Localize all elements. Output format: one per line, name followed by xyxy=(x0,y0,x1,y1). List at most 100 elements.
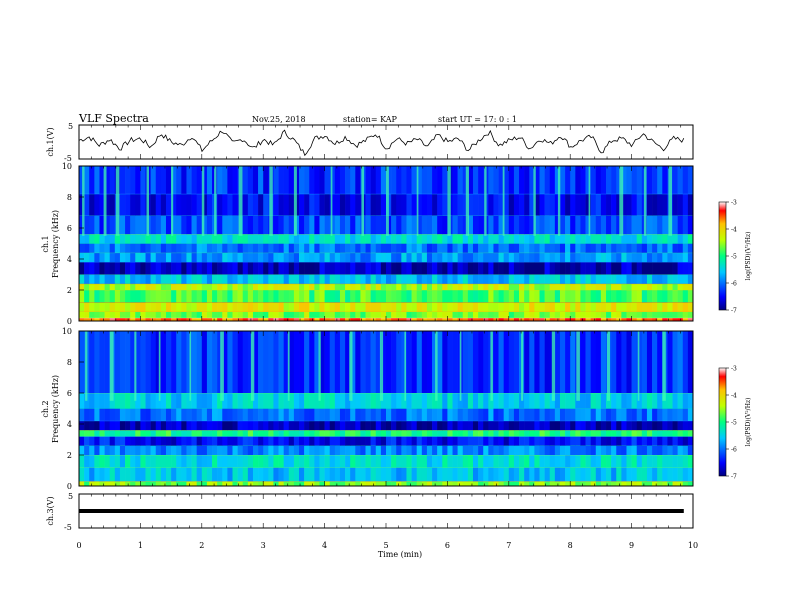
spectrogram-cell xyxy=(401,166,407,194)
spectrogram-cell xyxy=(196,445,203,455)
spectrogram-cell xyxy=(288,436,295,446)
spectrogram-cell xyxy=(125,430,131,437)
spectrogram-cell xyxy=(590,467,597,482)
spectrogram-cell xyxy=(119,436,126,446)
spectrogram-cell xyxy=(119,430,126,437)
spectrogram-cell xyxy=(201,331,208,393)
spectrogram-cell xyxy=(155,262,162,275)
spectrogram-cell xyxy=(513,455,520,468)
spectrogram-cell xyxy=(114,311,121,318)
spectrogram-cell xyxy=(462,243,469,253)
spectrogram-cell xyxy=(350,252,356,263)
spectrogram-cell xyxy=(585,290,591,303)
spectrogram-cell xyxy=(672,436,678,446)
spectrogram-cell xyxy=(94,408,100,421)
spectrogram-cell xyxy=(498,467,504,482)
spectrogram-cell xyxy=(171,430,177,437)
spectrogram-cell xyxy=(401,436,407,446)
spectrogram-cell xyxy=(421,302,428,312)
spectrogram-cell xyxy=(217,274,223,284)
spectrogram-cell xyxy=(268,243,274,253)
colorbar-tick-label: -5 xyxy=(731,254,737,261)
spectrogram-cell xyxy=(145,252,151,263)
spectrogram-cell xyxy=(339,331,346,393)
spectrogram-cell xyxy=(580,436,586,446)
spectrogram-cell xyxy=(426,262,433,275)
spectrogram-cell xyxy=(293,393,300,409)
spectrogram-cell xyxy=(94,283,100,290)
spectrogram-cell xyxy=(391,311,397,318)
spectrogram-cell xyxy=(539,467,545,482)
spectrogram-cell xyxy=(196,252,203,263)
spectrogram-cell xyxy=(314,283,320,290)
spectrogram-cell xyxy=(176,455,182,468)
spectrogram-cell xyxy=(646,193,653,216)
spectrogram-cell xyxy=(252,467,259,482)
spectrogram-cell xyxy=(247,283,254,290)
spectrogram-cell xyxy=(165,331,172,393)
spectrogram-cell xyxy=(631,420,638,431)
spectrogram-cell xyxy=(416,317,423,321)
spectrogram-cell xyxy=(227,481,233,486)
spectrogram-cell xyxy=(636,252,643,263)
spectrogram-cell xyxy=(217,393,223,409)
spectrogram-cell xyxy=(212,430,218,437)
spectrogram-cell xyxy=(401,193,407,216)
spectrogram-cell xyxy=(426,311,433,318)
spectrogram-cell xyxy=(559,290,566,303)
spectrogram-cell xyxy=(565,283,571,290)
spectrogram-cell xyxy=(160,252,167,263)
spectrogram-cell xyxy=(401,331,407,393)
spectrogram-cell xyxy=(355,302,361,312)
spectrogram-cell xyxy=(165,393,172,409)
vlf-event-streak xyxy=(637,331,640,401)
spectrogram-cell xyxy=(411,252,417,263)
spectrogram-cell xyxy=(682,311,689,318)
spectrogram-cell xyxy=(626,302,632,312)
spectrogram-cell xyxy=(426,393,433,409)
spectrogram-cell xyxy=(534,436,540,446)
spectrogram-cell xyxy=(160,243,167,253)
spectrogram-cell xyxy=(247,166,254,194)
spectrogram-cell xyxy=(380,430,387,437)
spectrogram-cell xyxy=(411,436,417,446)
spectrogram-cell xyxy=(544,243,551,253)
spectrogram-cell xyxy=(350,243,356,253)
spectrogram-cell xyxy=(529,445,535,455)
spectrogram-cell xyxy=(396,252,402,263)
spectrogram-cell xyxy=(201,311,208,318)
spectrogram-cell xyxy=(370,311,377,318)
spectrogram-cell xyxy=(232,243,238,253)
spectrogram-cell xyxy=(375,311,382,318)
spectrogram-cell xyxy=(365,393,371,409)
spectrogram-cell xyxy=(365,331,371,393)
spectrogram-cell xyxy=(677,420,684,431)
spectrogram-cell xyxy=(339,166,346,194)
spectrogram-cell xyxy=(452,290,458,303)
spectrogram-cell xyxy=(452,302,458,312)
spectrogram-cell xyxy=(334,467,341,482)
spectrogram-cell xyxy=(600,302,607,312)
spectrogram-cell xyxy=(176,274,182,284)
spectrogram-cell xyxy=(457,243,464,253)
spectrogram-cell xyxy=(375,283,382,290)
spectrogram-cell xyxy=(217,193,223,216)
spectrogram-cell xyxy=(636,166,643,194)
spectrogram-cell xyxy=(672,215,678,235)
spectrogram-cell xyxy=(263,290,269,303)
spectrogram-cell xyxy=(130,445,136,455)
spectrogram-cell xyxy=(488,252,494,263)
spectrogram-cell xyxy=(391,252,397,263)
spectrogram-cell xyxy=(212,331,218,393)
spectrogram-cell xyxy=(304,311,310,318)
spectrogram-cell xyxy=(191,252,197,263)
spectrogram-cell xyxy=(212,317,218,321)
spectrogram-cell xyxy=(293,311,300,318)
spectrogram-cell xyxy=(222,393,228,409)
spectrogram-cell xyxy=(232,420,238,431)
spectrogram-cell xyxy=(524,243,530,253)
spectrogram-cell xyxy=(662,243,668,253)
spectrogram-cell xyxy=(682,317,689,321)
spectrogram-cell xyxy=(677,252,684,263)
spectrogram-cell xyxy=(616,393,622,409)
